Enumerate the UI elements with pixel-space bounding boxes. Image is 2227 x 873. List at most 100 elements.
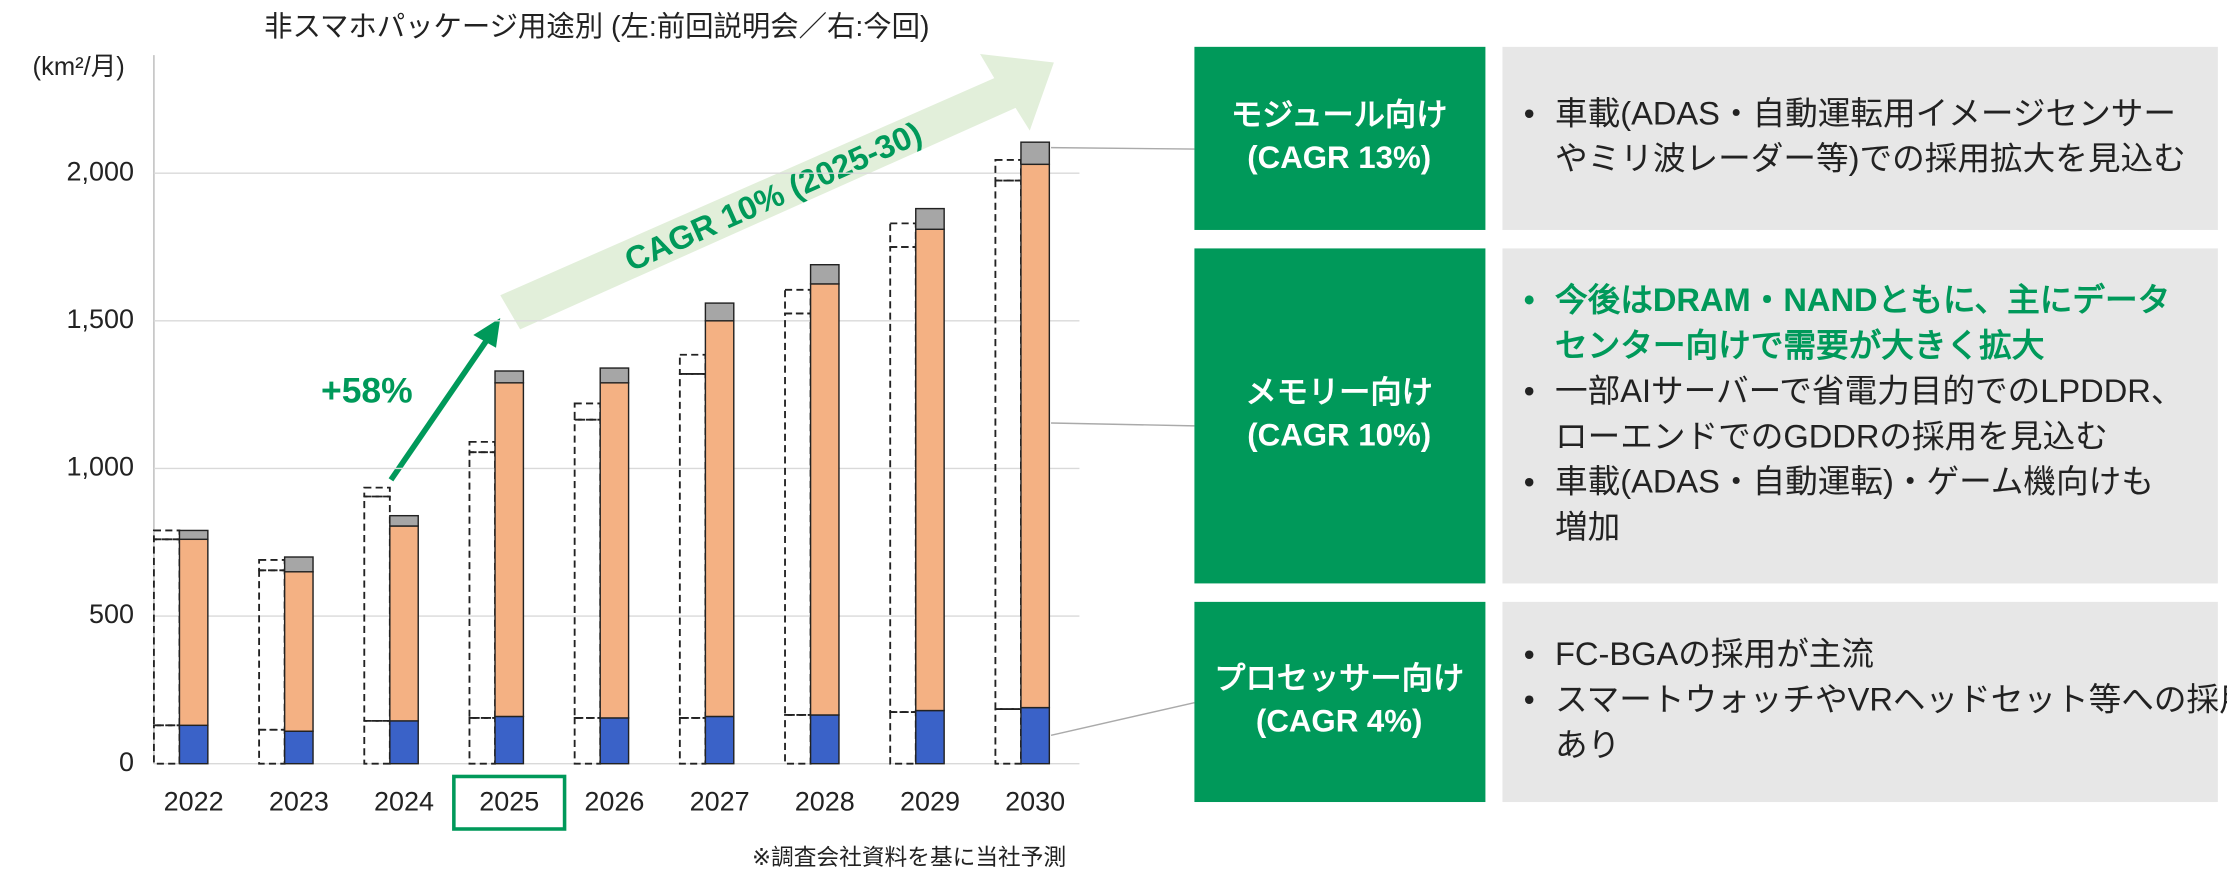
highlight-box [452,774,567,831]
bar-segment [809,264,840,285]
bar-segment [915,228,945,712]
x-tick-label: 2026 [584,787,644,817]
panel-label-box [1194,46,1486,230]
bullet: • [1524,637,1535,672]
bar-segment [809,283,840,716]
panel-title: モジュール向け [1231,97,1447,132]
connector [1050,701,1195,736]
chart-title: 非スマホパッケージ用途別 (左:前回説明会／右:今回) [264,11,929,43]
bar-segment [1020,163,1051,709]
bullet-text: ローエンドでのGDDRの採用を見込む [1555,417,2108,454]
panel-title: (CAGR 10%) [1247,417,1431,452]
previous-bar-segment [678,353,707,375]
bullet: • [1524,373,1535,408]
panel-text-box [1502,46,2218,230]
bullet-text: FC-BGAの採用が主流 [1555,635,1874,672]
previous-bar-segment [784,288,812,315]
previous-bar-segment [152,538,181,727]
bar-segment [389,525,419,722]
bullet-text: センター向けで需要が大きく拡大 [1555,326,2045,363]
previous-bar-segment [573,418,602,719]
bar-segment [178,529,209,541]
previous-bar-segment [468,717,496,765]
previous-bar-segment [678,717,707,765]
cagr-label: CAGR 10% (2025-30) [619,114,927,278]
x-tick-label: 2025 [479,787,539,817]
x-tick-label: 2023 [269,787,329,817]
previous-bar-segment [889,711,917,765]
previous-bar-segment [889,222,917,248]
connector [1051,422,1195,427]
previous-bar-segment [994,708,1022,765]
connector [1051,146,1195,150]
previous-bar-segment [152,529,181,541]
growth-label: +58% [321,371,413,411]
panel-title: (CAGR 13%) [1247,140,1431,175]
previous-bar-segment [573,717,602,765]
panel-text-box [1502,248,2218,584]
y-tick-label: 1,500 [67,304,135,334]
bullet: • [1524,464,1535,499]
bullet-text: 増加 [1555,508,1620,545]
previous-bar-segment [573,402,602,421]
bar-segment [494,715,525,765]
panel-title: メモリー向け [1246,375,1433,410]
bar-segment [915,709,945,765]
previous-bar-segment [784,714,812,765]
x-tick-label: 2022 [164,787,224,817]
x-tick-label: 2024 [374,787,434,817]
bar-segment [704,715,735,765]
bullet-text: やミリ波レーダー等)での採用拡大を見込む [1555,140,2186,177]
cagr-arrow [500,53,1054,330]
bar-segment [283,730,314,765]
previous-bar-segment [152,724,181,765]
previous-bar-segment [363,486,391,498]
bar-segment [1020,141,1051,166]
previous-bar-segment [468,451,496,719]
previous-bar-segment [363,719,391,765]
y-tick-label: 1,000 [67,452,135,482]
previous-bar-segment [994,158,1022,182]
x-tick-label: 2028 [795,787,855,817]
bar-segment [283,556,314,573]
bar-segment [178,538,209,727]
previous-bar-segment [468,440,496,454]
bar-segment [494,382,525,718]
x-tick-label: 2029 [900,787,960,817]
bar-segment [599,717,630,765]
bar-segment [1020,706,1051,765]
growth-arrowhead [473,317,501,348]
bullet-text: 車載(ADAS・自動運転用イメージセンサー [1555,94,2176,131]
previous-bar-segment [258,569,286,731]
panel-title: (CAGR 4%) [1256,703,1423,738]
panel-title: プロセッサー向け [1214,661,1464,696]
bar-segment [704,302,735,322]
panel-label-box [1194,248,1486,584]
bullet-text: 車載(ADAS・自動運転)・ゲーム機向けも [1555,463,2154,500]
bar-segment [704,320,735,718]
bar-segment [599,367,630,384]
panel-text-box [1502,601,2218,803]
x-tick-label: 2027 [690,787,750,817]
previous-bar-segment [994,179,1022,710]
previous-bar-segment [784,312,812,716]
bar-segment [389,720,419,765]
y-tick-label: 0 [119,747,134,777]
bullet-text: 一部AIサーバーで省電力目的でのLPDDR、 [1555,372,2184,409]
y-axis-label: (km²/月) [33,53,125,81]
y-tick-label: 500 [89,599,134,629]
bullet: • [1524,283,1535,318]
bar-segment [389,514,419,527]
bar-segment [809,714,840,765]
previous-bar-segment [258,559,286,572]
previous-bar-segment [363,495,391,722]
footnote: ※調査会社資料を基に当社予測 [752,844,1066,870]
previous-bar-segment [258,728,286,765]
bar-segment [915,207,945,230]
bullet: • [1524,682,1535,717]
bullet-text: 今後はDRAM・NANDともに、主にデータ [1555,281,2170,318]
bullet: • [1524,96,1535,131]
previous-bar-segment [889,246,917,713]
bullet-text: スマートウォッチやVRヘッドセット等への採用 [1555,681,2227,718]
